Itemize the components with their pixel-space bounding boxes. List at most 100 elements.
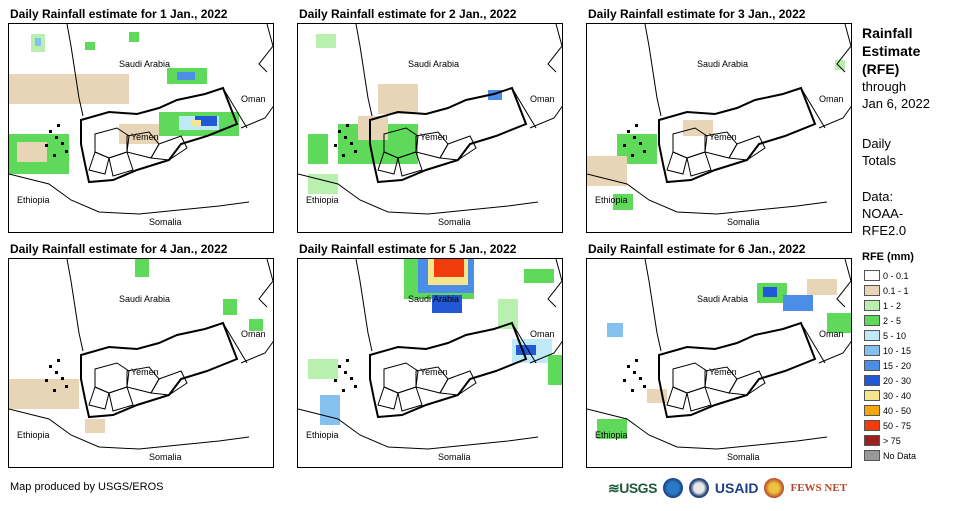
legend-item: > 75 [864,433,901,448]
rainfall-patch [683,120,713,136]
island-mark [53,154,56,157]
legend-item: 50 - 75 [864,418,911,433]
legend-item: 40 - 50 [864,403,911,418]
legend-item: 20 - 30 [864,373,911,388]
legend-swatch [864,435,880,446]
island-mark [45,144,48,147]
legend-swatch [864,285,880,296]
island-mark [57,124,60,127]
legend-label: 1 - 2 [883,300,902,311]
legend-label: 50 - 75 [883,420,912,431]
rainfall-patch [85,419,105,433]
governorate-border [686,386,712,412]
island-mark [344,371,347,374]
country-border [511,322,537,364]
sidebar-data-label: Data: [862,189,894,204]
rainfall-patch [597,419,627,439]
governorate-border [108,151,134,177]
governorate-border [88,386,110,410]
legend-label: 10 - 15 [883,345,912,356]
island-mark [633,136,636,139]
island-mark [623,379,626,382]
map-label-saudi: Saudi Arabia [697,294,748,304]
legend-label: 0.1 - 1 [883,285,909,296]
island-mark [49,130,52,133]
rainfall-patch [249,319,263,331]
map-label-yemen: Yemen [709,132,737,142]
island-mark [623,144,626,147]
map-label-yemen: Yemen [420,132,448,142]
governorate-border [397,386,423,412]
island-mark [643,385,646,388]
rainfall-patch [587,156,627,186]
country-border [529,105,562,129]
rainfall-patch [9,74,129,104]
governorate-border [377,386,399,410]
island-mark [631,389,634,392]
yemen-border [80,321,239,419]
island-mark [346,124,349,127]
governorate-border [686,151,712,177]
rainfall-patch [607,323,623,337]
island-mark [55,136,58,139]
country-border [9,173,250,215]
governorate-border [377,151,399,175]
logo-bar: ≋USGS USAID FEWS NET [608,478,847,498]
map-label-somalia: Somalia [149,217,182,227]
map-label-yemen: Yemen [131,367,159,377]
fewsnet-logo: FEWS NET [790,482,848,494]
sidebar-data-source-1: NOAA- [862,206,904,221]
map-label-ethiopia: Ethiopia [306,195,339,205]
island-mark [61,377,64,380]
country-border [66,259,84,352]
country-border [298,408,539,450]
governorate-border [728,370,766,396]
map-label-saudi: Saudi Arabia [408,294,459,304]
island-mark [354,385,357,388]
rainfall-patch [9,379,79,409]
legend-label: 5 - 10 [883,330,907,341]
country-border [222,322,248,364]
island-mark [643,150,646,153]
sidebar-totals: Totals [862,153,896,168]
island-mark [627,130,630,133]
governorate-border [108,386,134,412]
governorate-border [728,135,766,161]
country-border [836,24,851,73]
island-mark [342,389,345,392]
rainfall-patch [135,259,149,277]
legend-label: > 75 [883,435,901,446]
rainfall-patch [827,313,851,333]
legend-swatch [864,420,880,431]
panel-title-3: Daily Rainfall estimate for 3 Jan., 2022 [588,7,806,21]
island-mark [55,371,58,374]
usaid-logo: USAID [714,480,759,496]
island-mark [45,379,48,382]
country-border [529,340,562,364]
sidebar-title-line1: Rainfall [862,25,913,41]
map-label-oman: Oman [530,329,555,339]
governorate-border [666,386,688,410]
map-label-somalia: Somalia [438,452,471,462]
map-label-yemen: Yemen [131,132,159,142]
yemen-border [369,86,528,184]
legend-swatch [864,330,880,341]
country-border [66,24,84,117]
country-border [800,87,826,129]
fewsnet-emblem-icon [764,478,785,498]
map-label-ethiopia: Ethiopia [17,195,50,205]
country-border [298,173,539,215]
governorate-border [397,151,423,177]
map-label-ethiopia: Ethiopia [306,430,339,440]
legend-label: 30 - 40 [883,390,912,401]
country-border [587,408,828,450]
legend-swatch [864,390,880,401]
map-label-oman: Oman [819,329,844,339]
country-border [644,259,662,352]
panel-title-5: Daily Rainfall estimate for 5 Jan., 2022 [299,242,517,256]
legend-label: 40 - 50 [883,405,912,416]
country-border [240,340,273,364]
country-border [511,87,537,129]
island-mark [65,150,68,153]
country-border [9,408,250,450]
